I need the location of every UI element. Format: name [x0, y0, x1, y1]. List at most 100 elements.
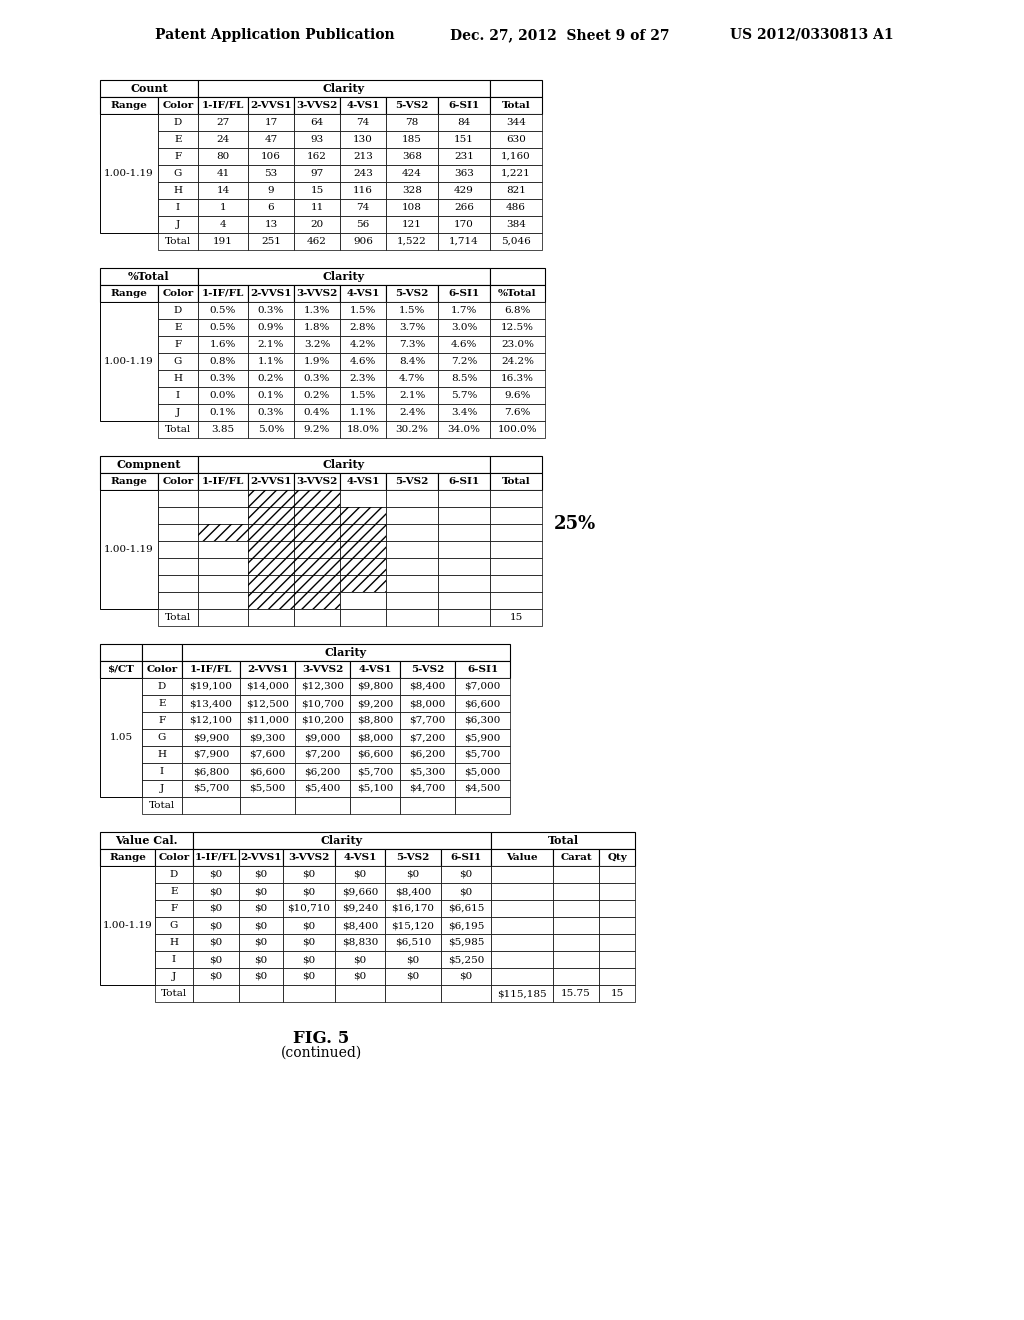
Bar — [294, 234, 340, 249]
Text: 4: 4 — [220, 220, 226, 228]
Bar — [490, 591, 542, 609]
Text: Range: Range — [110, 853, 146, 862]
Bar — [142, 729, 182, 746]
Text: 6: 6 — [267, 203, 274, 213]
Text: Total: Total — [148, 801, 175, 810]
Bar — [340, 285, 386, 302]
Bar — [198, 182, 248, 199]
Bar — [350, 661, 400, 678]
Text: 4-VS1: 4-VS1 — [358, 665, 392, 675]
Bar — [158, 524, 198, 541]
Bar — [283, 917, 335, 935]
Bar — [340, 96, 386, 114]
Bar — [386, 182, 438, 199]
Bar — [340, 337, 386, 352]
Bar — [100, 96, 158, 114]
Bar — [350, 729, 400, 746]
Text: 2-VVS1: 2-VVS1 — [241, 853, 282, 862]
Bar — [438, 302, 490, 319]
Text: $4,500: $4,500 — [464, 784, 501, 793]
Text: $9,240: $9,240 — [342, 904, 378, 913]
Text: 9: 9 — [267, 186, 274, 195]
Text: 0.2%: 0.2% — [304, 391, 330, 400]
Bar — [340, 404, 386, 421]
Bar — [294, 182, 340, 199]
Bar — [599, 985, 635, 1002]
Text: 4-VS1: 4-VS1 — [346, 102, 380, 110]
Bar — [386, 609, 438, 626]
Text: 191: 191 — [213, 238, 232, 246]
Bar — [182, 678, 240, 696]
Bar — [155, 917, 193, 935]
Bar — [386, 216, 438, 234]
Bar — [386, 576, 438, 591]
Bar — [441, 950, 490, 968]
Bar — [490, 473, 542, 490]
Bar — [350, 678, 400, 696]
Text: 424: 424 — [402, 169, 422, 178]
Text: 1.9%: 1.9% — [304, 356, 330, 366]
Bar — [100, 455, 198, 473]
Text: E: E — [159, 700, 166, 708]
Bar — [240, 746, 295, 763]
Bar — [158, 114, 198, 131]
Bar — [441, 900, 490, 917]
Bar — [198, 507, 248, 524]
Text: 1-IF/FL: 1-IF/FL — [202, 477, 244, 486]
Bar — [553, 883, 599, 900]
Bar — [438, 337, 490, 352]
Bar — [239, 935, 283, 950]
Bar — [294, 576, 340, 591]
Text: $0: $0 — [353, 954, 367, 964]
Bar — [158, 352, 198, 370]
Text: $16,170: $16,170 — [391, 904, 434, 913]
Bar — [198, 524, 248, 541]
Text: 1.00-1.19: 1.00-1.19 — [104, 169, 154, 178]
Bar — [335, 849, 385, 866]
Text: %Total: %Total — [499, 289, 537, 298]
Bar — [385, 849, 441, 866]
Bar — [490, 319, 545, 337]
Text: G: G — [174, 169, 182, 178]
Text: $5,900: $5,900 — [464, 733, 501, 742]
Bar — [340, 148, 386, 165]
Text: $0: $0 — [302, 870, 315, 879]
Text: 0.3%: 0.3% — [210, 374, 237, 383]
Bar — [385, 883, 441, 900]
Bar — [490, 131, 542, 148]
Bar — [248, 490, 294, 507]
Text: $12,300: $12,300 — [301, 682, 344, 690]
Bar — [441, 968, 490, 985]
Text: $8,830: $8,830 — [342, 939, 378, 946]
Bar — [340, 473, 386, 490]
Text: 2-VVS1: 2-VVS1 — [250, 289, 292, 298]
Text: 6-SI1: 6-SI1 — [449, 289, 479, 298]
Text: 121: 121 — [402, 220, 422, 228]
Bar — [198, 319, 248, 337]
Bar — [490, 950, 553, 968]
Bar — [350, 780, 400, 797]
Bar — [599, 883, 635, 900]
Text: F: F — [159, 715, 166, 725]
Text: 6.8%: 6.8% — [504, 306, 530, 315]
Text: $5,700: $5,700 — [356, 767, 393, 776]
Text: $9,800: $9,800 — [356, 682, 393, 690]
Bar — [158, 148, 198, 165]
Bar — [294, 490, 340, 507]
Text: 8.5%: 8.5% — [451, 374, 477, 383]
Text: $0: $0 — [302, 921, 315, 931]
Bar — [198, 609, 248, 626]
Text: $6,300: $6,300 — [464, 715, 501, 725]
Bar — [553, 900, 599, 917]
Text: 1.7%: 1.7% — [451, 306, 477, 315]
Text: 251: 251 — [261, 238, 281, 246]
Bar — [283, 883, 335, 900]
Text: $0: $0 — [407, 954, 420, 964]
Text: $7,000: $7,000 — [464, 682, 501, 690]
Bar — [340, 352, 386, 370]
Bar — [438, 182, 490, 199]
Bar — [340, 182, 386, 199]
Text: D: D — [174, 306, 182, 315]
Text: 0.8%: 0.8% — [210, 356, 237, 366]
Bar — [239, 866, 283, 883]
